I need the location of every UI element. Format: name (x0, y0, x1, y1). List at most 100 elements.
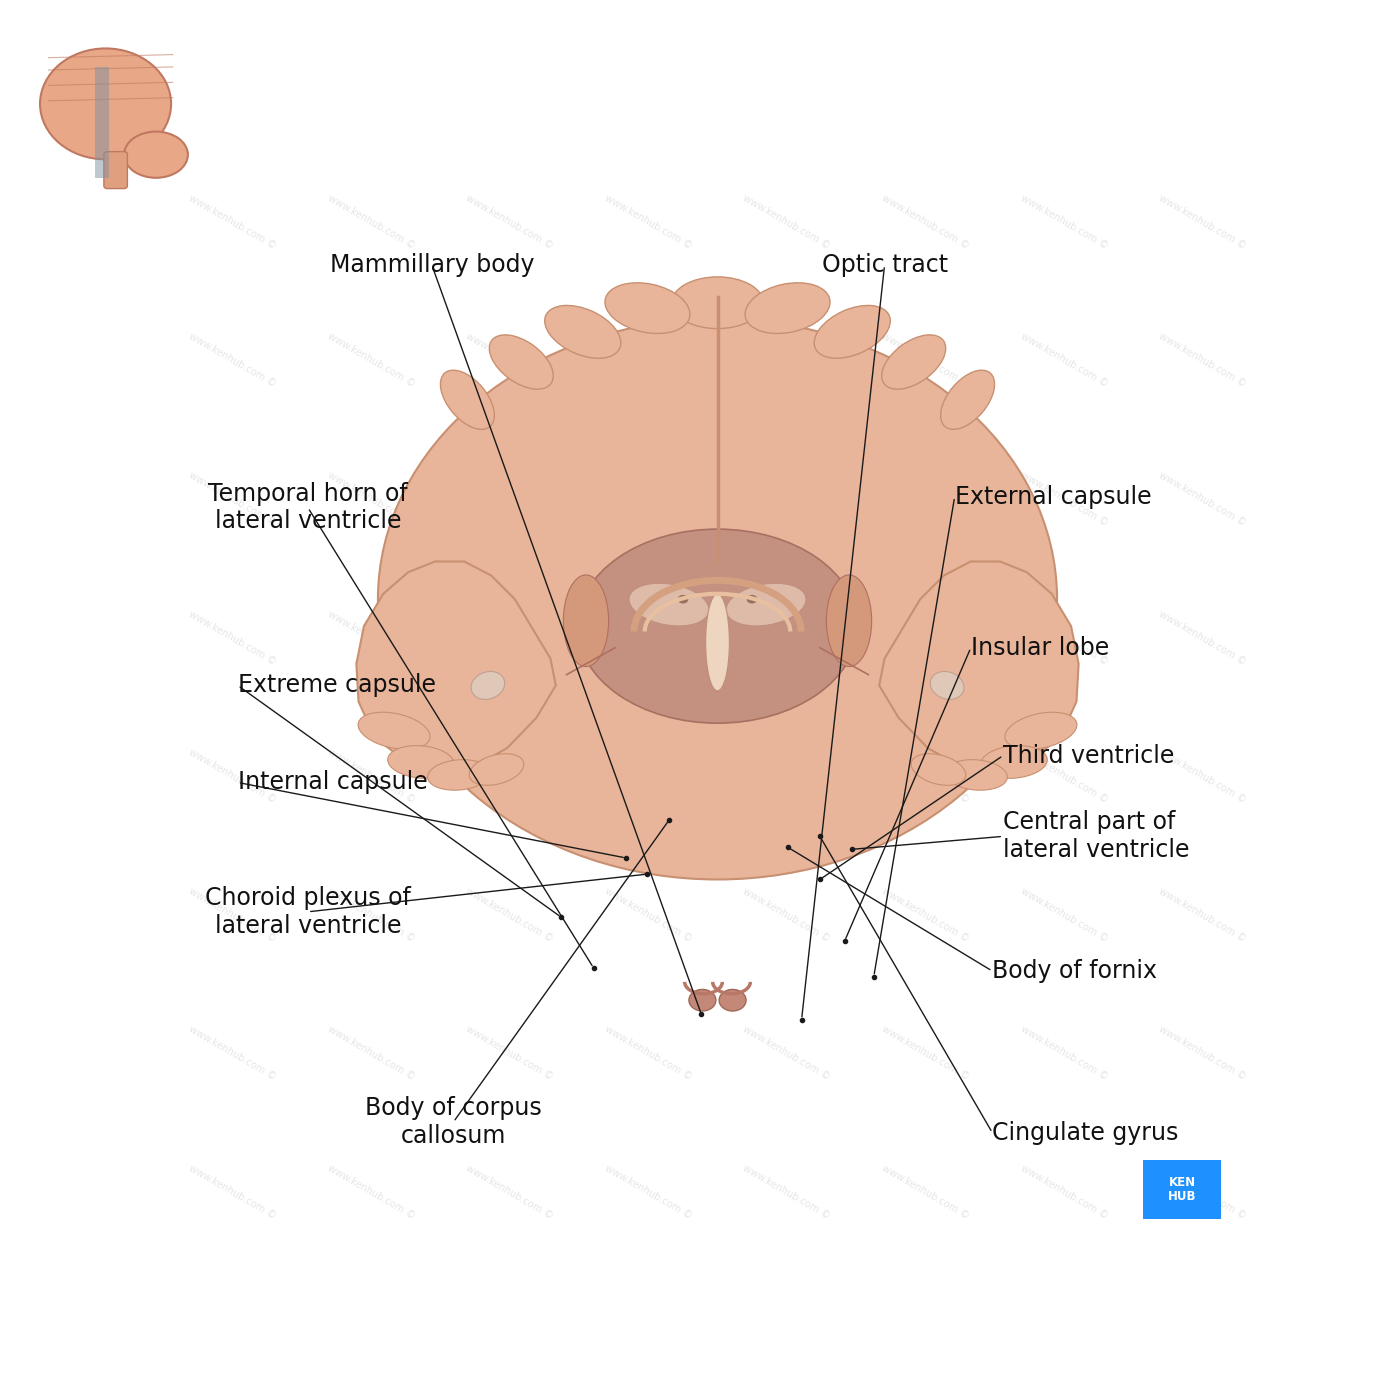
Text: Cingulate gyrus: Cingulate gyrus (993, 1121, 1179, 1145)
Text: www.kenhub.com ©: www.kenhub.com © (326, 1025, 416, 1082)
FancyBboxPatch shape (95, 67, 109, 178)
Ellipse shape (378, 319, 1057, 879)
Text: www.kenhub.com ©: www.kenhub.com © (326, 332, 416, 389)
Text: www.kenhub.com ©: www.kenhub.com © (881, 470, 970, 528)
Text: www.kenhub.com ©: www.kenhub.com © (188, 1025, 277, 1082)
Ellipse shape (911, 753, 966, 785)
Ellipse shape (941, 370, 994, 430)
Text: Optic tract: Optic tract (822, 253, 948, 277)
Ellipse shape (689, 990, 715, 1011)
Text: www.kenhub.com ©: www.kenhub.com © (742, 1025, 832, 1082)
Text: Internal capsule: Internal capsule (238, 770, 427, 794)
Text: www.kenhub.com ©: www.kenhub.com © (1158, 886, 1247, 944)
Text: www.kenhub.com ©: www.kenhub.com © (603, 748, 693, 805)
Text: www.kenhub.com ©: www.kenhub.com © (465, 609, 554, 666)
Ellipse shape (678, 595, 689, 603)
Ellipse shape (427, 760, 490, 790)
Text: www.kenhub.com ©: www.kenhub.com © (742, 1163, 832, 1221)
Text: www.kenhub.com ©: www.kenhub.com © (881, 609, 970, 666)
Text: www.kenhub.com ©: www.kenhub.com © (326, 609, 416, 666)
Text: Body of corpus
callosum: Body of corpus callosum (365, 1096, 542, 1148)
Ellipse shape (441, 370, 494, 430)
Text: www.kenhub.com ©: www.kenhub.com © (881, 1025, 970, 1082)
Ellipse shape (41, 49, 171, 160)
Text: www.kenhub.com ©: www.kenhub.com © (1158, 1025, 1247, 1082)
Text: Third ventricle: Third ventricle (1004, 743, 1175, 767)
Text: www.kenhub.com ©: www.kenhub.com © (1019, 609, 1109, 666)
Text: www.kenhub.com ©: www.kenhub.com © (603, 886, 693, 944)
Text: www.kenhub.com ©: www.kenhub.com © (742, 886, 832, 944)
Text: www.kenhub.com ©: www.kenhub.com © (465, 470, 554, 528)
Text: www.kenhub.com ©: www.kenhub.com © (465, 193, 554, 251)
Text: www.kenhub.com ©: www.kenhub.com © (465, 1163, 554, 1221)
Text: www.kenhub.com ©: www.kenhub.com © (1019, 748, 1109, 805)
Text: www.kenhub.com ©: www.kenhub.com © (603, 332, 693, 389)
Text: www.kenhub.com ©: www.kenhub.com © (1019, 1025, 1109, 1082)
Ellipse shape (672, 277, 763, 329)
Text: www.kenhub.com ©: www.kenhub.com © (603, 193, 693, 251)
Text: www.kenhub.com ©: www.kenhub.com © (1019, 886, 1109, 944)
Text: Temporal horn of
lateral ventricle: Temporal horn of lateral ventricle (209, 482, 407, 533)
Ellipse shape (629, 584, 708, 626)
Ellipse shape (125, 132, 188, 178)
Ellipse shape (945, 760, 1008, 790)
Text: www.kenhub.com ©: www.kenhub.com © (881, 193, 970, 251)
Text: www.kenhub.com ©: www.kenhub.com © (603, 609, 693, 666)
Text: www.kenhub.com ©: www.kenhub.com © (742, 193, 832, 251)
Text: www.kenhub.com ©: www.kenhub.com © (1158, 470, 1247, 528)
Text: www.kenhub.com ©: www.kenhub.com © (603, 1163, 693, 1221)
Ellipse shape (469, 753, 524, 785)
Ellipse shape (470, 672, 505, 700)
Text: Mammillary body: Mammillary body (329, 253, 533, 277)
Text: www.kenhub.com ©: www.kenhub.com © (188, 332, 277, 389)
Text: www.kenhub.com ©: www.kenhub.com © (326, 886, 416, 944)
Text: www.kenhub.com ©: www.kenhub.com © (603, 1025, 693, 1082)
Text: Insular lobe: Insular lobe (970, 636, 1109, 659)
Text: www.kenhub.com ©: www.kenhub.com © (881, 1163, 970, 1221)
Text: www.kenhub.com ©: www.kenhub.com © (1019, 1163, 1109, 1221)
Text: www.kenhub.com ©: www.kenhub.com © (188, 470, 277, 528)
Text: www.kenhub.com ©: www.kenhub.com © (465, 748, 554, 805)
Text: www.kenhub.com ©: www.kenhub.com © (465, 886, 554, 944)
Ellipse shape (545, 305, 620, 358)
Ellipse shape (745, 283, 830, 333)
Polygon shape (879, 561, 1078, 771)
Ellipse shape (358, 713, 430, 749)
Text: www.kenhub.com ©: www.kenhub.com © (1158, 332, 1247, 389)
Text: Choroid plexus of
lateral ventricle: Choroid plexus of lateral ventricle (204, 886, 410, 938)
Ellipse shape (826, 575, 872, 666)
Text: www.kenhub.com ©: www.kenhub.com © (326, 193, 416, 251)
Text: www.kenhub.com ©: www.kenhub.com © (742, 609, 832, 666)
Ellipse shape (882, 335, 945, 389)
Ellipse shape (605, 283, 690, 333)
Text: www.kenhub.com ©: www.kenhub.com © (1019, 332, 1109, 389)
Text: www.kenhub.com ©: www.kenhub.com © (1019, 470, 1109, 528)
Text: KEN
HUB: KEN HUB (1168, 1176, 1197, 1203)
Text: www.kenhub.com ©: www.kenhub.com © (326, 748, 416, 805)
Text: Central part of
lateral ventricle: Central part of lateral ventricle (1004, 811, 1190, 862)
Text: www.kenhub.com ©: www.kenhub.com © (1158, 609, 1247, 666)
Ellipse shape (577, 529, 858, 724)
Ellipse shape (1005, 713, 1077, 749)
Ellipse shape (727, 584, 806, 626)
Text: www.kenhub.com ©: www.kenhub.com © (465, 332, 554, 389)
Ellipse shape (490, 335, 553, 389)
Text: www.kenhub.com ©: www.kenhub.com © (188, 1163, 277, 1221)
Text: Extreme capsule: Extreme capsule (238, 673, 435, 697)
Text: www.kenhub.com ©: www.kenhub.com © (1158, 193, 1247, 251)
Ellipse shape (720, 990, 746, 1011)
Text: www.kenhub.com ©: www.kenhub.com © (326, 1163, 416, 1221)
Text: www.kenhub.com ©: www.kenhub.com © (1019, 193, 1109, 251)
Text: www.kenhub.com ©: www.kenhub.com © (1158, 1163, 1247, 1221)
Text: www.kenhub.com ©: www.kenhub.com © (465, 1025, 554, 1082)
Ellipse shape (388, 746, 455, 778)
Text: www.kenhub.com ©: www.kenhub.com © (188, 609, 277, 666)
Ellipse shape (563, 575, 609, 666)
Text: www.kenhub.com ©: www.kenhub.com © (603, 470, 693, 528)
Text: www.kenhub.com ©: www.kenhub.com © (881, 748, 970, 805)
Text: www.kenhub.com ©: www.kenhub.com © (742, 332, 832, 389)
Text: External capsule: External capsule (955, 484, 1151, 508)
Text: www.kenhub.com ©: www.kenhub.com © (188, 748, 277, 805)
Text: Body of fornix: Body of fornix (993, 959, 1158, 983)
Ellipse shape (815, 305, 890, 358)
